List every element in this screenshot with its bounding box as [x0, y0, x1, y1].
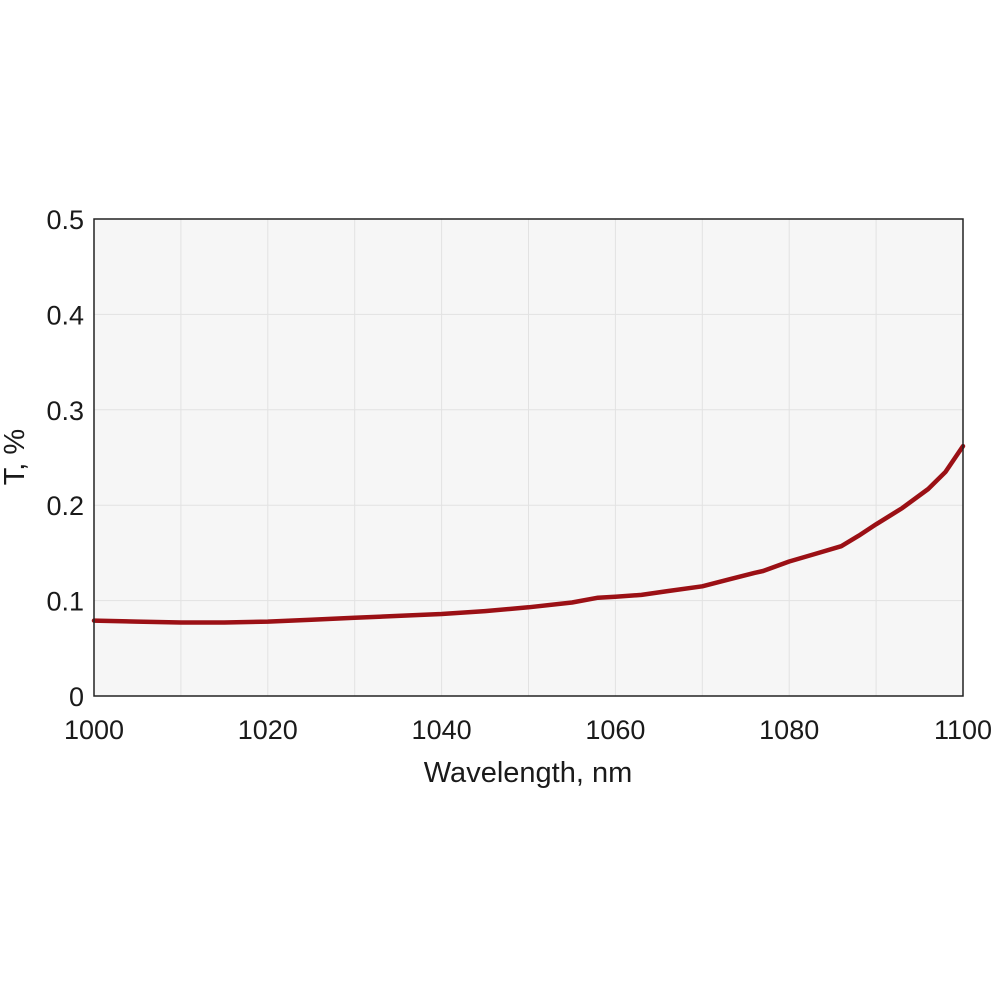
x-tick-label: 1080 — [759, 715, 819, 745]
x-tick-label: 1020 — [238, 715, 298, 745]
y-tick-labels: 0 0.1 0.2 0.3 0.4 0.5 — [46, 205, 84, 712]
y-tick-label: 0.5 — [46, 205, 84, 235]
series-layer — [91, 443, 966, 625]
y-tick-label: 0.2 — [46, 491, 84, 521]
x-tick-label: 1060 — [585, 715, 645, 745]
grid-lines — [94, 219, 963, 696]
y-axis-label: T, % — [0, 429, 31, 485]
x-tick-label: 1040 — [412, 715, 472, 745]
x-tick-label: 1100 — [934, 715, 992, 745]
plot-frame — [93, 218, 964, 697]
x-tick-label: 1000 — [64, 715, 124, 745]
y-tick-label: 0.4 — [46, 300, 84, 330]
y-tick-label: 0.3 — [46, 396, 84, 426]
y-tick-label: 0.1 — [46, 587, 84, 617]
series-line — [91, 443, 966, 625]
x-axis-label: Wavelength, nm — [424, 757, 632, 789]
y-tick-label: 0 — [69, 682, 84, 712]
x-tick-labels: 1000 1020 1040 1060 1080 1100 — [64, 715, 992, 745]
